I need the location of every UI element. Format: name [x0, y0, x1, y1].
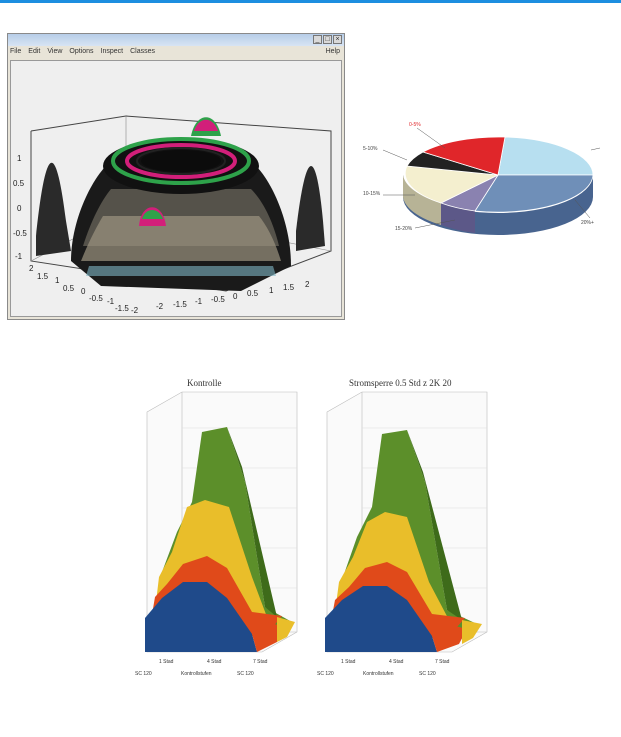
pie-slice: [497, 136, 594, 176]
surface-plot-window: _ □ × File Edit View Options Inspect Cla…: [7, 33, 345, 320]
pie-label: 0-5%: [409, 122, 421, 128]
y-tick-label: 1.5: [37, 272, 49, 281]
lego-right-x-label: 1 Stad: [341, 659, 356, 665]
menu-edit[interactable]: Edit: [28, 48, 41, 55]
menu-file[interactable]: File: [10, 48, 22, 55]
pie-chart: 0-5% 5-10% 10-15% 15-20% 20%+: [355, 110, 605, 270]
surface-right-peak: [296, 165, 325, 251]
lego-left-chart: 1 Stad 4 Stad 7 Stad SC 120 Kontrollstuf…: [135, 391, 298, 677]
x-tick-label: 2: [305, 280, 310, 289]
pie-chart-svg: 0-5% 5-10% 10-15% 15-20% 20%+: [363, 122, 601, 235]
pie-label: 5-10%: [363, 146, 378, 152]
close-button[interactable]: ×: [333, 35, 342, 44]
surface-side-bump-inner: [142, 210, 163, 219]
menubar: File Edit View Options Inspect Classes: [8, 46, 344, 58]
lego-left-layer-blue: [145, 582, 257, 652]
surface-canvas[interactable]: 1 0.5 0 -0.5 -1 -2 -1.5 -1 -0.5 0 0.5 1 …: [10, 60, 342, 317]
pie-label: 10-15%: [363, 191, 381, 197]
lego-right-layer-green-side: [407, 430, 462, 620]
lego-left-bottom-label: SC 120: [135, 671, 152, 677]
pie-side-cream: [403, 175, 441, 225]
z-tick-label: 0.5: [13, 179, 25, 188]
z-tick-label: 1: [17, 154, 22, 163]
surface-ring-inner-edge: [136, 147, 226, 175]
pie-slice: [474, 174, 594, 213]
surface-ring-green: [111, 137, 251, 185]
x-tick-label: 0: [233, 292, 238, 301]
y-tick-label: 1: [55, 276, 60, 285]
pie-slice: [421, 136, 506, 176]
y-tick-label: 0.5: [63, 284, 75, 293]
y-tick-label: -1: [107, 297, 115, 306]
x-tick-label: -1: [195, 297, 203, 306]
lego-right-bottom-label: SC 120: [419, 671, 436, 677]
lego-left-x-label: 4 Stad: [207, 659, 222, 665]
surface-plot-svg: 1 0.5 0 -0.5 -1 -2 -1.5 -1 -0.5 0 0.5 1 …: [13, 115, 332, 315]
lego-right-title: Stromsperre 0.5 Std z 2K 20: [349, 378, 452, 388]
accent-topbar: [0, 0, 621, 3]
surface-ring-magenta: [125, 143, 237, 179]
y-tick-label: 0: [81, 287, 86, 296]
pie-slice: [404, 165, 500, 204]
x-tick-label: -1.5: [173, 300, 187, 309]
y-tick-label: -0.5: [89, 294, 103, 303]
z-tick-label: -1: [15, 252, 23, 261]
lego-left-title: Kontrolle: [187, 378, 222, 388]
surface-left-peak: [36, 162, 71, 256]
surface-band-2: [81, 216, 281, 261]
x-tick-label: -0.5: [211, 295, 225, 304]
lego-left-layer-yellow-front: [277, 617, 295, 642]
minimize-button[interactable]: _: [313, 35, 322, 44]
lego-left-bottom-label: SC 120: [237, 671, 254, 677]
lego-right-x-label: 4 Stad: [389, 659, 404, 665]
pie-label: 15-20%: [395, 226, 413, 232]
lego-right-chart: 1 Stad 4 Stad 7 Stad SC 120 Kontrollstuf…: [317, 391, 488, 677]
x-tick-label: 1.5: [283, 283, 295, 292]
lego-left-bottom-label: Kontrollstufen: [181, 671, 212, 677]
pie-leader-line: [382, 149, 408, 161]
y-tick-label: -2: [131, 306, 139, 315]
lego-left-layer-green-side: [227, 427, 277, 617]
surface-ring-hole: [141, 150, 221, 172]
x-tick-label: 0.5: [247, 289, 259, 298]
z-tick-label: -0.5: [13, 229, 27, 238]
surface-top-bump-inner: [194, 119, 218, 131]
lego-right-bottom-label: Kontrollstufen: [363, 671, 394, 677]
lego-charts: Kontrolle Stromsperre 0.5 Std z 2K 20: [117, 372, 509, 688]
x-tick-label: -2: [156, 302, 164, 311]
window-titlebar[interactable]: _ □ ×: [8, 34, 344, 46]
lego-right-layer-blue: [325, 586, 437, 652]
pie-leader-line: [414, 219, 456, 229]
pie-label: 20%+: [581, 220, 594, 226]
lego-left-layer-red-front: [252, 622, 285, 652]
lego-charts-svg: 1 Stad 4 Stad 7 Stad SC 120 Kontrollstuf…: [135, 391, 488, 677]
z-tick-label: 0: [17, 204, 22, 213]
pie-leader-line: [590, 147, 601, 151]
x-tick-label: 1: [269, 286, 274, 295]
pie-side-purple: [441, 203, 475, 233]
menu-options[interactable]: Options: [69, 48, 94, 55]
menu-help[interactable]: Help: [325, 48, 340, 55]
pie-leader-line: [416, 127, 446, 149]
menu-inspect[interactable]: Inspect: [100, 48, 124, 55]
lego-right-bottom-label: SC 120: [317, 671, 334, 677]
y-tick-label: 2: [29, 264, 34, 273]
maximize-button[interactable]: □: [323, 35, 332, 44]
lego-left-x-label: 1 Stad: [159, 659, 174, 665]
menu-classes[interactable]: Classes: [130, 48, 155, 55]
y-tick-label: -1.5: [115, 304, 129, 313]
lego-left-x-label: 7 Stad: [253, 659, 268, 665]
lego-right-layer-red-front: [432, 624, 467, 652]
menu-view[interactable]: View: [47, 48, 63, 55]
pie-leader-line: [574, 199, 591, 219]
lego-right-x-label: 7 Stad: [435, 659, 450, 665]
lego-right-layer-yellow-front: [462, 620, 482, 644]
surface-band-3: [86, 266, 276, 276]
